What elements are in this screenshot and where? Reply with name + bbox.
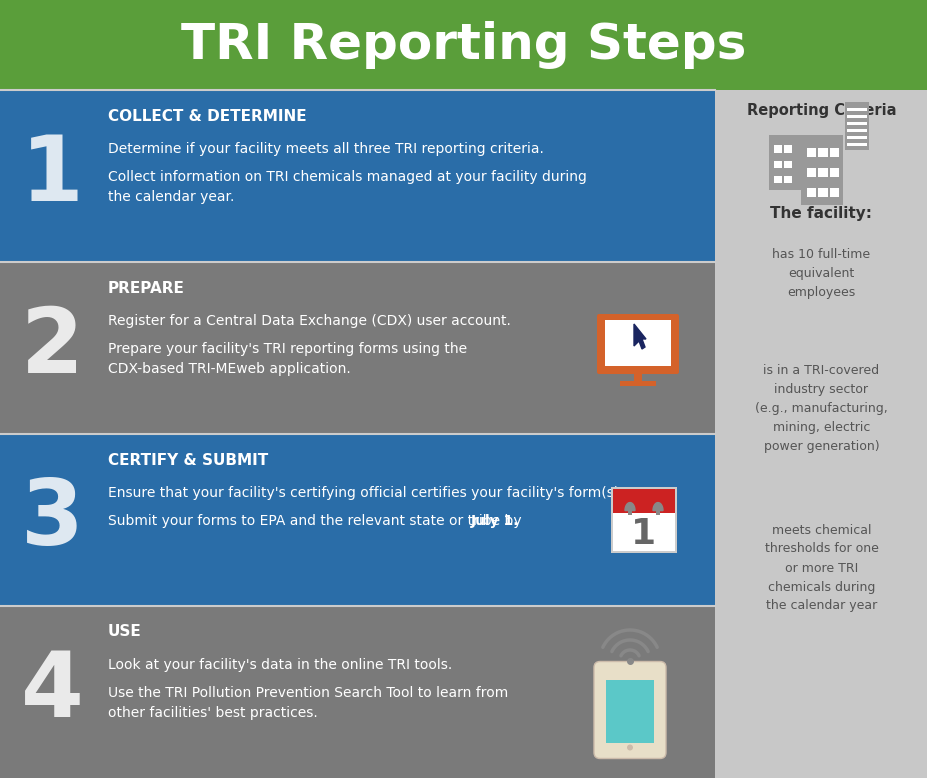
Polygon shape — [653, 503, 662, 510]
Text: Register for a Central Data Exchange (CDX) user account.: Register for a Central Data Exchange (CD… — [108, 314, 511, 328]
Text: Reporting Criteria: Reporting Criteria — [746, 103, 895, 117]
Bar — [783, 161, 791, 168]
Text: Ensure that your facility's certifying official certifies your facility's form(s: Ensure that your facility's certifying o… — [108, 486, 623, 500]
Bar — [633, 372, 641, 382]
Bar — [773, 161, 781, 168]
Bar — [0, 0, 927, 90]
Text: COLLECT & DETERMINE: COLLECT & DETERMINE — [108, 108, 306, 124]
Bar — [783, 177, 791, 184]
Bar — [801, 135, 843, 205]
Text: PREPARE: PREPARE — [108, 281, 184, 296]
Bar — [844, 102, 869, 150]
Circle shape — [627, 745, 632, 751]
Bar — [0, 606, 714, 778]
Bar — [619, 381, 655, 386]
Text: 1: 1 — [630, 517, 656, 551]
Bar — [604, 320, 670, 366]
Text: has 10 full-time
equivalent
employees: has 10 full-time equivalent employees — [771, 247, 870, 299]
Text: Prepare your facility's TRI reporting forms using the
CDX-based TRI-MEweb applic: Prepare your facility's TRI reporting fo… — [108, 342, 466, 376]
Text: USE: USE — [108, 625, 142, 640]
Bar — [783, 145, 791, 152]
Bar — [846, 122, 867, 125]
Text: Collect information on TRI chemicals managed at your facility during
the calenda: Collect information on TRI chemicals man… — [108, 170, 586, 204]
Text: meets chemical
thresholds for one
or more TRI
chemicals during
the calendar year: meets chemical thresholds for one or mor… — [764, 524, 878, 612]
Bar — [613, 489, 674, 513]
Bar — [768, 135, 805, 190]
Bar — [818, 149, 827, 157]
Bar — [628, 509, 631, 514]
Bar — [655, 509, 659, 514]
Bar — [806, 149, 815, 157]
Text: TRI Reporting Steps: TRI Reporting Steps — [181, 21, 746, 69]
Polygon shape — [633, 324, 645, 349]
Bar — [0, 434, 714, 606]
Bar — [846, 115, 867, 118]
Text: Determine if your facility meets all three TRI reporting criteria.: Determine if your facility meets all thr… — [108, 142, 543, 156]
Text: July 1.: July 1. — [471, 514, 519, 528]
Bar — [846, 108, 867, 111]
Bar — [0, 262, 714, 434]
Text: Look at your facility's data in the online TRI tools.: Look at your facility's data in the onli… — [108, 658, 451, 672]
Bar — [818, 168, 827, 177]
Text: Use the TRI Pollution Prevention Search Tool to learn from
other facilities' bes: Use the TRI Pollution Prevention Search … — [108, 686, 508, 720]
Bar — [0, 90, 714, 262]
Bar — [605, 679, 654, 742]
Text: Submit your forms to EPA and the relevant state or tribe by: Submit your forms to EPA and the relevan… — [108, 514, 526, 528]
FancyBboxPatch shape — [596, 314, 679, 374]
Bar — [846, 129, 867, 132]
Text: is in a TRI-covered
industry sector
(e.g., manufacturing,
mining, electric
power: is in a TRI-covered industry sector (e.g… — [755, 363, 887, 453]
Polygon shape — [624, 503, 634, 510]
Bar — [773, 177, 781, 184]
Text: CERTIFY & SUBMIT: CERTIFY & SUBMIT — [108, 453, 268, 468]
Bar — [829, 168, 838, 177]
Bar — [773, 145, 781, 152]
Text: The facility:: The facility: — [769, 205, 871, 220]
Text: 1: 1 — [20, 132, 83, 220]
Bar — [846, 136, 867, 139]
Bar — [0, 90, 927, 778]
Text: 3: 3 — [20, 476, 83, 564]
Bar — [829, 187, 838, 197]
Text: 4: 4 — [20, 648, 83, 736]
Bar — [806, 168, 815, 177]
Bar — [829, 149, 838, 157]
Bar — [806, 187, 815, 197]
Text: 2: 2 — [20, 304, 83, 392]
Bar — [610, 487, 677, 553]
Bar — [613, 513, 674, 551]
Bar — [846, 143, 867, 146]
Bar — [714, 90, 927, 778]
Bar — [818, 187, 827, 197]
FancyBboxPatch shape — [593, 661, 666, 759]
